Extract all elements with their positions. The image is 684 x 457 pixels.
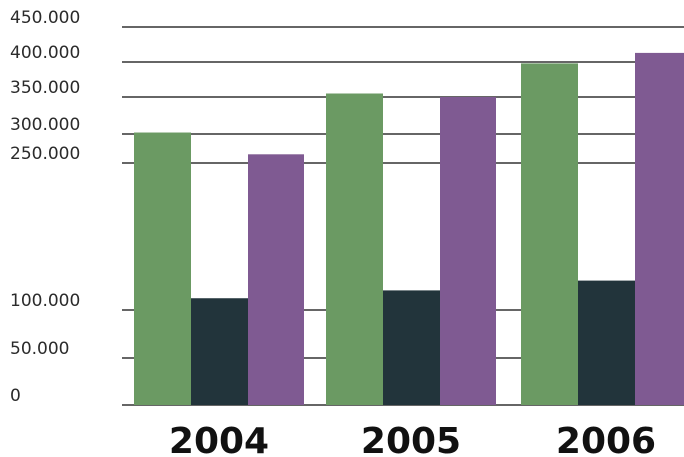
y-tick-label: 300.000 [10, 115, 80, 135]
bar-2006-series-3 [635, 52, 684, 406]
bar-2004-series-3 [248, 154, 304, 405]
y-tick-label: 50.000 [10, 339, 69, 359]
bar-2006-series-1 [521, 63, 578, 406]
bar-2005-series-3 [440, 97, 496, 405]
x-category-label: 2006 [556, 421, 656, 457]
y-tick-label: 250.000 [10, 144, 80, 164]
y-tick-label: 400.000 [10, 43, 80, 63]
y-tick-label: 350.000 [10, 78, 80, 98]
x-category-label: 2005 [361, 421, 461, 457]
y-tick-label: 450.000 [10, 8, 80, 28]
bar-2005-series-1 [326, 93, 383, 405]
bar-2005-series-2 [383, 290, 440, 405]
y-tick-label: 100.000 [10, 291, 80, 311]
x-axis-category-labels: 2004 2005 2006 [169, 421, 656, 457]
bar-2006-series-2 [578, 280, 635, 405]
bars [134, 52, 684, 406]
y-axis-tick-labels: 0 50.000 100.000 250.000 300.000 350.000 400.0… [10, 8, 80, 406]
bar-2004-series-1 [134, 132, 191, 405]
bar-2004-series-2 [191, 298, 248, 405]
y-tick-label: 0 [10, 386, 21, 406]
x-category-label: 2004 [169, 421, 269, 457]
